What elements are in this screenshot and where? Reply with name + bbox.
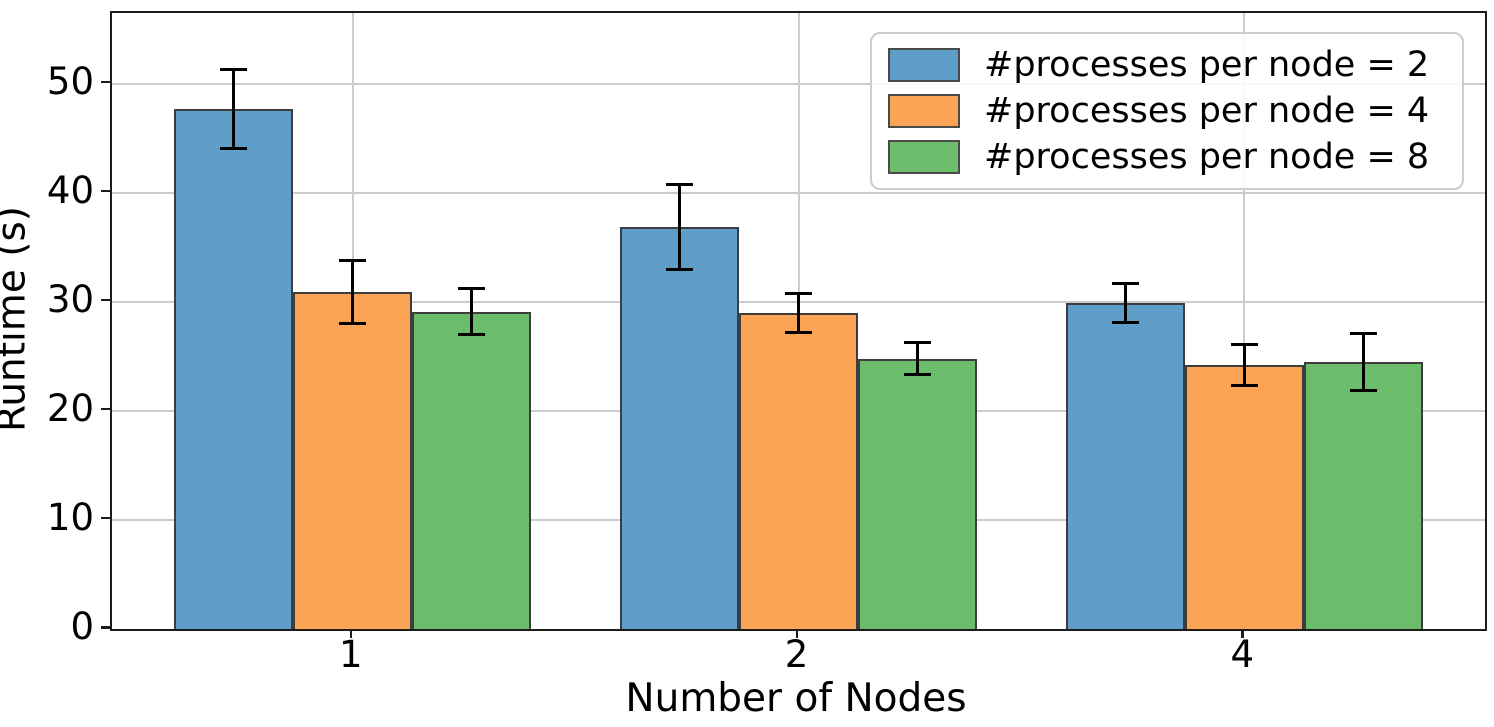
error-bar-cap-top [785,291,812,295]
legend-row: #processes per node = 2 [888,45,1446,85]
y-tick-mark [101,189,110,193]
x-tick-mark [795,629,798,638]
error-bar-cap-bottom [666,267,694,271]
legend-label: #processes per node = 4 [984,91,1430,131]
y-tick-label: 40 [46,168,94,212]
x-axis-label: Number of Nodes [625,676,967,721]
y-tick-mark [101,626,110,629]
error-bar-cap-top [1111,281,1139,285]
error-bar-cap-bottom [1230,384,1258,388]
error-bar-cap-bottom [785,330,812,334]
error-bar-line [351,260,355,324]
error-bar-cap-top [220,68,248,72]
error-bar-cap-top [1349,332,1377,336]
y-tick-label: 30 [46,277,94,321]
bar [1184,365,1304,629]
x-tick-label: 1 [338,633,363,676]
bar [620,226,740,629]
x-tick-mark [1241,629,1244,638]
bar [174,108,294,629]
y-tick-label: 0 [70,605,94,648]
legend-swatch [888,48,960,82]
error-bar-cap-bottom [220,146,248,150]
y-axis-label: Runtime (s) [0,205,35,433]
error-bar-cap-top [458,287,486,291]
error-bar-cap-top [666,182,694,186]
error-bar-cap-bottom [1349,388,1377,392]
error-bar-cap-bottom [458,333,486,337]
y-tick-label: 50 [46,59,94,103]
bar [857,358,977,629]
bar [739,312,858,629]
legend-swatch [888,94,960,128]
bar [412,311,532,629]
error-bar-line [678,184,682,270]
error-bar-line [915,342,919,375]
bar [293,292,413,629]
x-tick-label: 2 [784,633,809,676]
error-bar-line [1123,283,1127,323]
error-bar-line [797,293,800,333]
legend-swatch [888,140,960,174]
error-bar-line [1242,344,1246,386]
legend-row: #processes per node = 8 [888,137,1446,177]
y-tick-mark [101,80,110,84]
error-bar-cap-top [1230,342,1258,346]
legend: #processes per node = 2 #processes per no… [870,32,1464,190]
bar [1303,361,1423,629]
y-tick-mark [101,407,110,411]
x-tick-mark [349,629,353,638]
x-tick-label: 4 [1230,633,1255,676]
y-tick-label: 10 [46,495,94,539]
error-bar-line [470,288,474,335]
bar [1065,303,1185,629]
y-tick-mark [101,516,110,520]
gridline-v [1243,13,1246,629]
error-bar-cap-bottom [339,322,367,326]
error-bar-cap-bottom [1111,321,1139,325]
legend-label: #processes per node = 2 [984,45,1430,85]
legend-label: #processes per node = 8 [984,137,1430,177]
legend-row: #processes per node = 4 [888,91,1446,131]
y-tick-label: 20 [46,386,94,430]
error-bar-line [1361,333,1365,391]
error-bar-cap-bottom [903,373,931,377]
error-bar-line [232,69,236,149]
error-bar-cap-top [903,340,931,344]
error-bar-cap-top [339,258,367,262]
y-tick-mark [101,298,110,302]
